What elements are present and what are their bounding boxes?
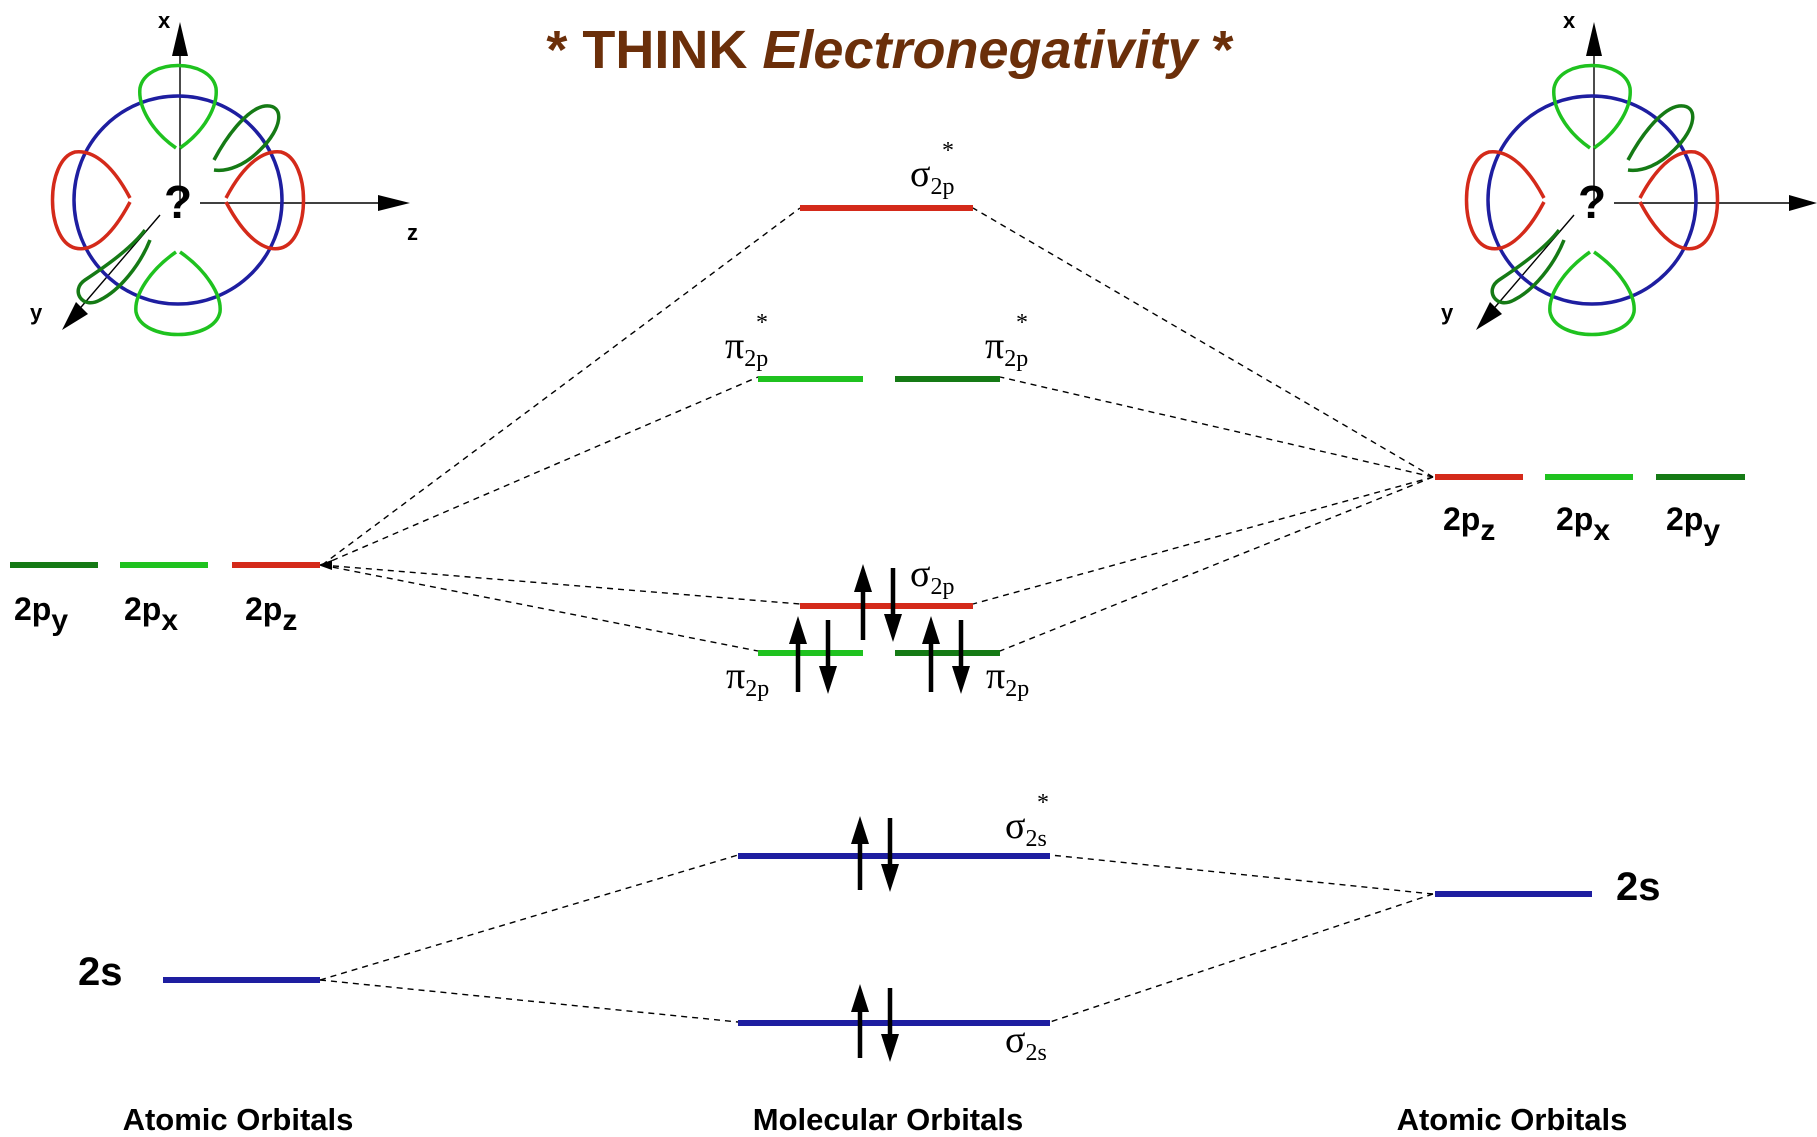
left-2px-label: 2px (124, 591, 178, 637)
pi2p-right-label: π2p (986, 655, 1029, 702)
right-pz-lobe-right (1638, 150, 1720, 251)
sigma2s-star-label: σ2s* (1005, 790, 1049, 852)
right-x-label: x (1563, 8, 1576, 33)
left-x-label: x (158, 8, 171, 33)
right-orbital-sketch: x y ? (1441, 8, 1817, 337)
electron-up-arrow (922, 616, 940, 692)
dash-right2p-sigma2pstar (972, 207, 1434, 478)
mo-footer-label: Molecular Orbitals (753, 1102, 1023, 1137)
electron-up-arrow (789, 616, 807, 692)
sigma2p-label: σ2p (910, 553, 954, 600)
left-atom-labels: 2py 2px 2pz 2s Atomic Orbitals (14, 591, 353, 1137)
electron-down-arrow (819, 620, 837, 694)
right-pz-lobe-left (1464, 150, 1546, 251)
electron-down-arrow (952, 620, 970, 694)
left-footer-label: Atomic Orbitals (123, 1102, 354, 1137)
left-y-label: y (30, 300, 43, 325)
right-2pz-label: 2pz (1443, 501, 1495, 547)
right-x-arrow (1586, 22, 1602, 56)
electron-up-arrow (851, 816, 869, 890)
left-2pz-label: 2pz (245, 591, 297, 637)
right-2s-label: 2s (1616, 865, 1661, 909)
dash-left2p-pi2pstar (321, 376, 759, 566)
left-y-axis (69, 214, 161, 321)
electron-up-arrow (854, 564, 872, 640)
right-y-axis (1483, 214, 1575, 321)
pi2p-star-left-label: π2p* (725, 310, 768, 372)
dash-left2p-sigma2pstar (321, 207, 801, 566)
pi2p-left-label: π2p (726, 655, 769, 702)
right-y-label: y (1441, 300, 1454, 325)
right-z-arrow (1789, 195, 1817, 211)
dash-right2p-pi2pstar (999, 376, 1434, 478)
dash-left2s-sigma2s (319, 979, 739, 1023)
left-pz-lobe-right (224, 150, 306, 251)
right-s-orbital (1486, 94, 1698, 306)
electron-arrows (789, 564, 970, 1062)
left-2py-label: 2py (14, 591, 68, 637)
title-emphasis: Electronegativity (762, 20, 1200, 80)
left-orbital-sketch: x z y ? (30, 8, 418, 337)
title-prefix: * THINK (546, 20, 762, 80)
left-px-lobe-bottom (134, 250, 222, 337)
left-x-arrow (172, 22, 188, 56)
electron-up-arrow (851, 984, 869, 1058)
right-px-lobe-bottom (1548, 250, 1636, 337)
left-py-lobe-upper (212, 104, 281, 173)
electron-down-arrow (884, 568, 902, 642)
right-py-lobe-upper (1626, 104, 1695, 173)
left-2p-arrow-tip (318, 560, 332, 570)
pi2p-star-right-label: π2p* (985, 310, 1028, 372)
left-s-orbital (72, 94, 284, 306)
dash-right2p-pi2p (999, 476, 1434, 652)
right-y-arrow (1476, 302, 1502, 330)
dash-right2s-sigma2sstar (1049, 854, 1434, 895)
right-2py-label: 2py (1666, 501, 1720, 547)
title-suffix: * (1198, 20, 1234, 80)
right-py-lobe-lower (1490, 228, 1566, 305)
page-title: * THINK Electronegativity * (546, 20, 1233, 80)
left-question-mark: ? (164, 176, 192, 228)
dash-left2p-sigma2p (321, 564, 801, 605)
right-2px-label: 2px (1556, 501, 1610, 547)
dash-right2s-sigma2s (1049, 893, 1434, 1023)
left-z-arrow (378, 195, 410, 211)
dash-left2p-pi2p (321, 564, 759, 652)
dash-right2p-sigma2p (972, 476, 1434, 605)
left-z-label: z (407, 220, 418, 245)
left-2s-label: 2s (78, 950, 123, 994)
energy-levels (10, 205, 1745, 1026)
right-atom-labels: 2pz 2px 2py 2s Atomic Orbitals (1397, 501, 1721, 1137)
left-pz-lobe-left (50, 150, 132, 251)
sigma2s-label: σ2s (1005, 1019, 1047, 1066)
mo-labels: σ2p* π2p* π2p* σ2p π2p π2p σ2s* σ2s Mole… (725, 138, 1049, 1137)
right-question-mark: ? (1578, 176, 1606, 228)
correlation-lines (319, 207, 1434, 1023)
left-y-arrow (62, 302, 88, 330)
sigma2p-star-label: σ2p* (910, 138, 954, 200)
dash-left2s-sigma2sstar (319, 854, 739, 981)
left-py-lobe-lower (76, 228, 152, 305)
right-px-lobe-top (1552, 63, 1632, 150)
left-px-lobe-top (138, 63, 218, 150)
electron-down-arrow (881, 988, 899, 1062)
electron-down-arrow (881, 818, 899, 892)
right-footer-label: Atomic Orbitals (1397, 1102, 1628, 1137)
